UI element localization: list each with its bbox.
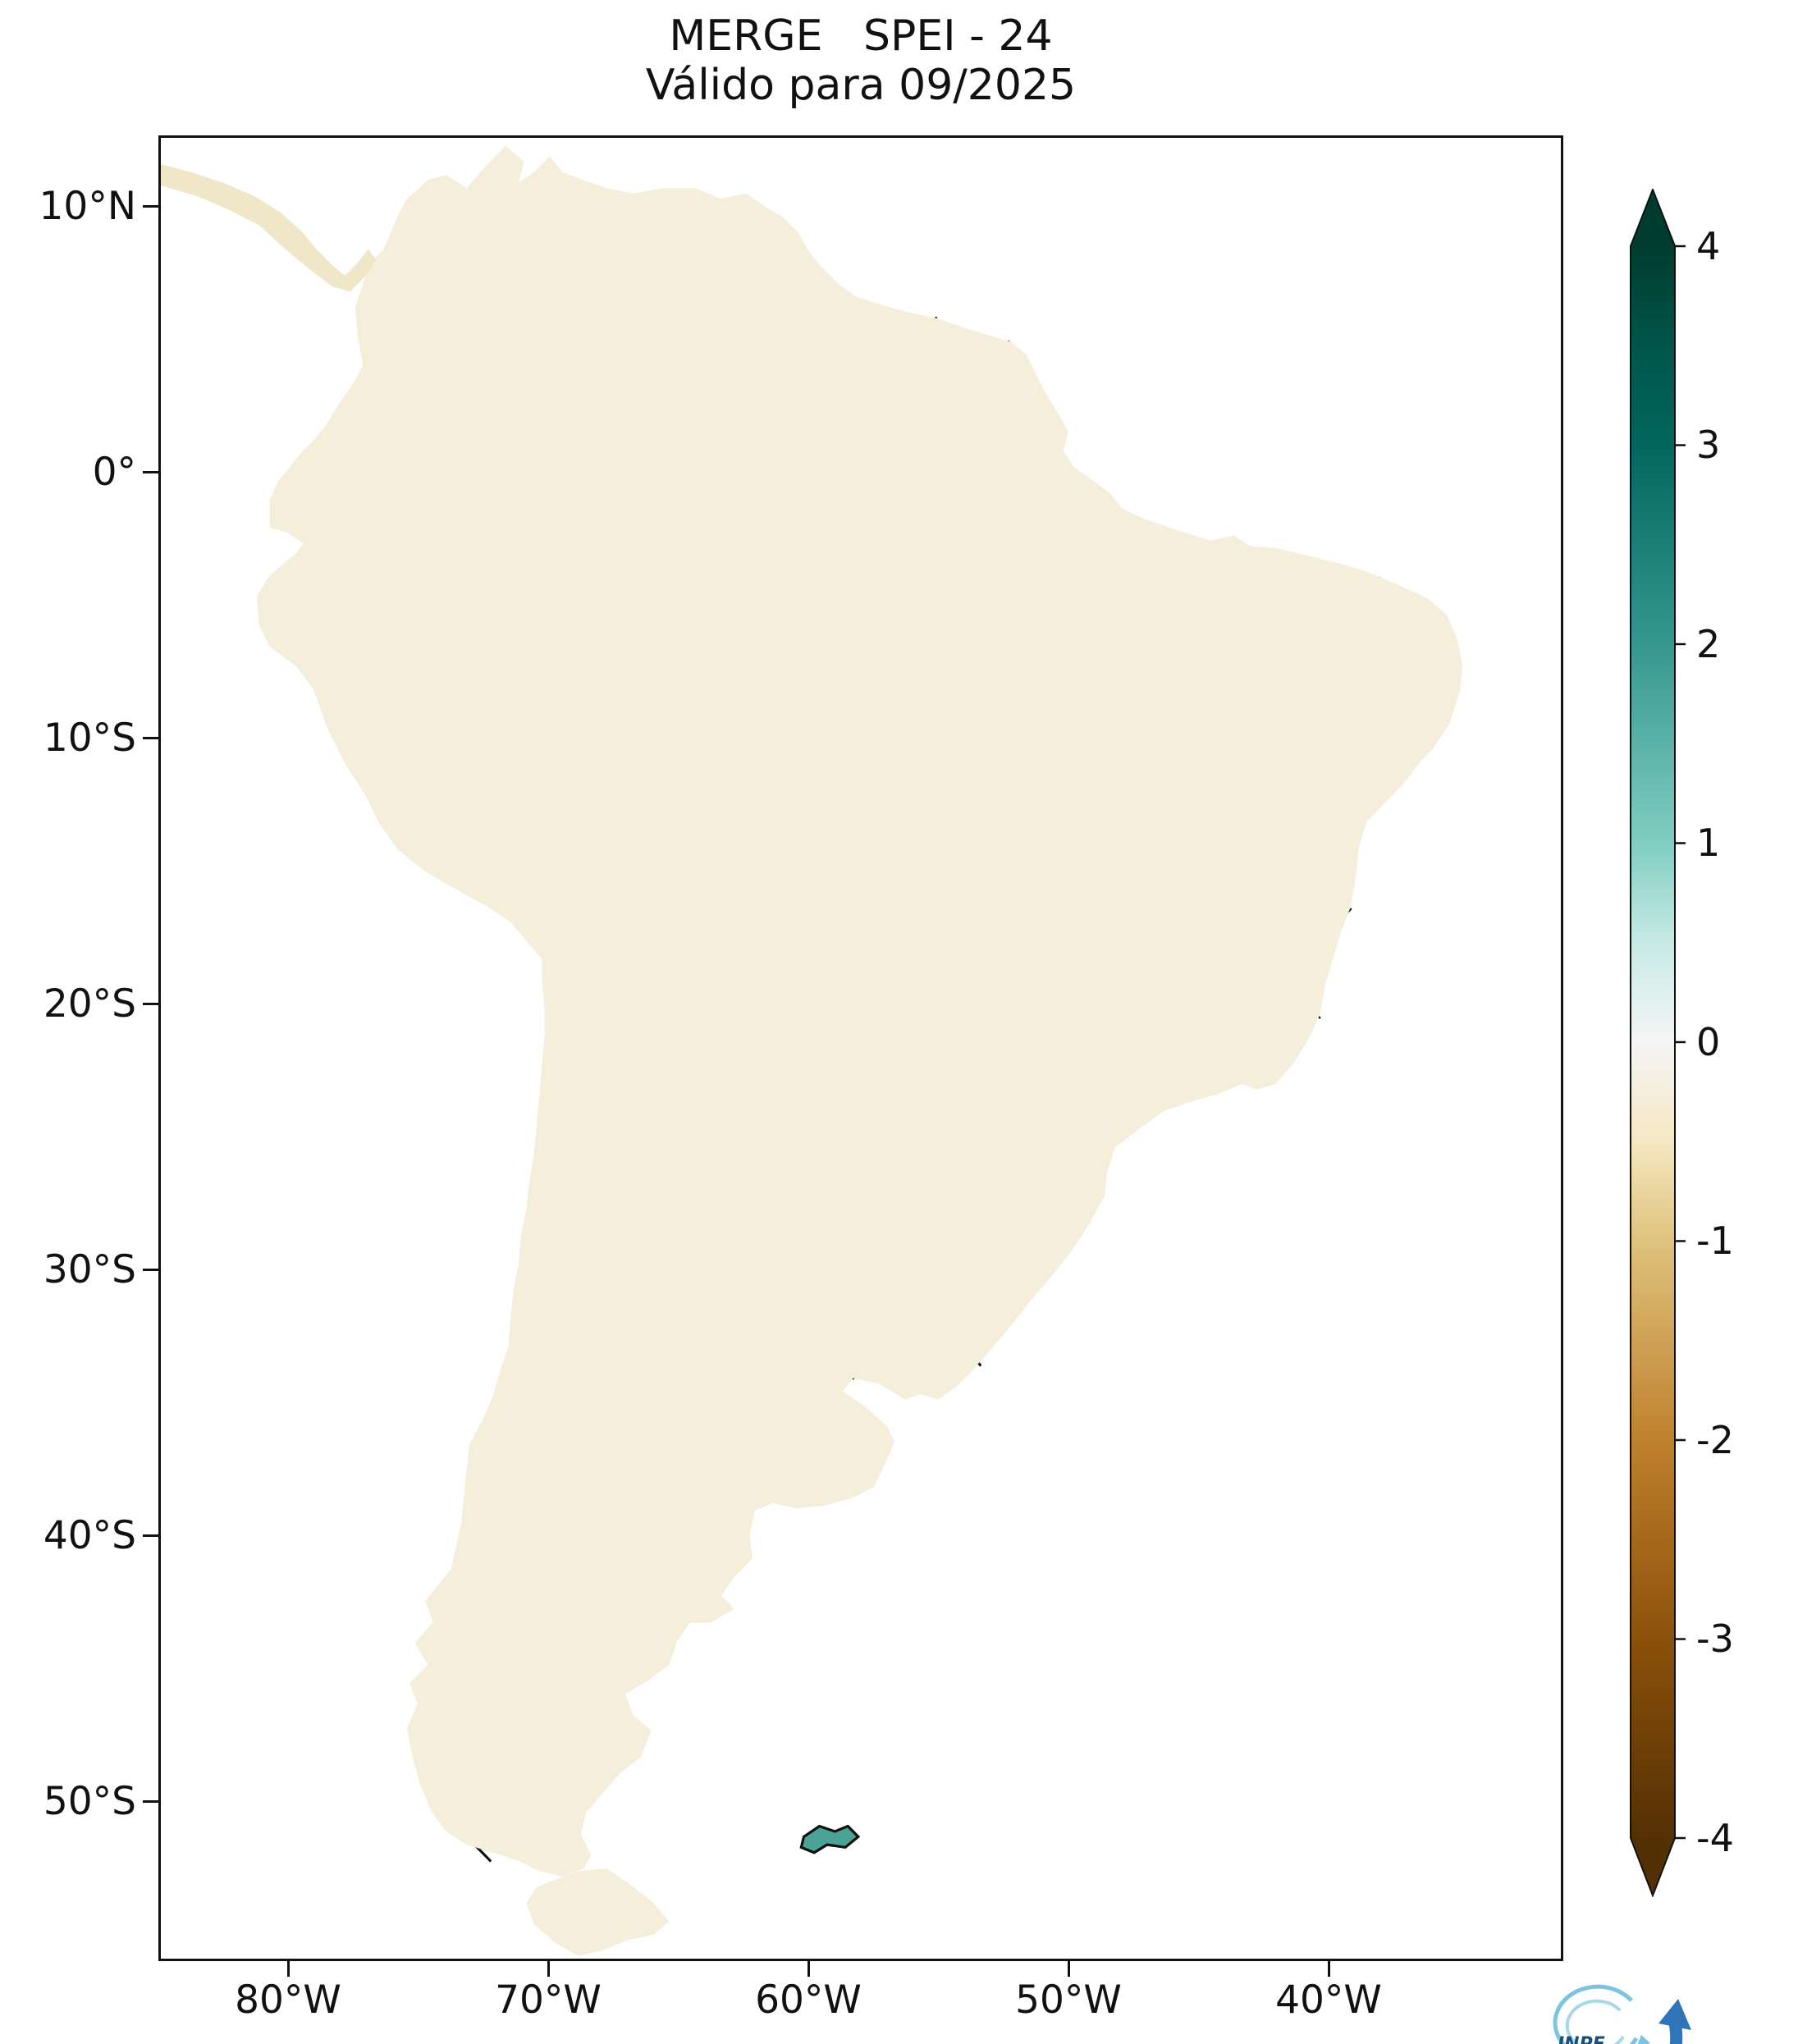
- south-america-spei-map: [161, 144, 1464, 1958]
- colorbar: [1630, 189, 1686, 1897]
- inpe-logo-text: INPE: [1558, 2034, 1605, 2044]
- y-axis-label-30s: 30°S: [43, 1247, 136, 1292]
- x-tick-mark: [287, 1961, 290, 1977]
- colorbar-tick-marks: [1675, 245, 1686, 1840]
- y-axis-label-10n: 10°N: [39, 184, 136, 229]
- x-axis-label-70w: 70°W: [495, 1978, 602, 2023]
- inpe-logo-swirl-outer: [1553, 1984, 1639, 2044]
- colorbar-label-1: 1: [1696, 821, 1721, 865]
- y-axis-label-0: 0°: [92, 450, 136, 495]
- coastline: [161, 144, 1464, 1958]
- colorbar-label-4: 4: [1696, 224, 1721, 268]
- y-tick-mark: [143, 1800, 158, 1803]
- y-axis-label-50s: 50°S: [43, 1779, 136, 1824]
- inpe-logo-blue-arrowhead: [1658, 1999, 1691, 2030]
- colorbar-label-0: 0: [1696, 1020, 1721, 1064]
- x-tick-mark: [1068, 1961, 1070, 1977]
- x-tick-mark: [807, 1961, 810, 1977]
- colorbar-label-m1: -1: [1696, 1219, 1734, 1263]
- y-axis-label-40s: 40°S: [43, 1513, 136, 1558]
- falkland-islands: [799, 1824, 861, 1854]
- colorbar-label-m2: -2: [1696, 1418, 1734, 1462]
- colorbar-extend-above: [1631, 190, 1675, 246]
- x-axis-label-40w: 40°W: [1275, 1978, 1382, 2023]
- colorbar-gradient-bar: [1631, 246, 1675, 1838]
- y-axis-label-10s: 10°S: [43, 716, 136, 761]
- x-tick-mark: [1328, 1961, 1330, 1977]
- x-tick-mark: [547, 1961, 550, 1977]
- y-tick-mark: [143, 1269, 158, 1271]
- x-axis-label-50w: 50°W: [1015, 1978, 1122, 2023]
- colorbar-label-3: 3: [1696, 423, 1721, 467]
- y-tick-mark: [143, 471, 158, 473]
- colorbar-label-m4: -4: [1696, 1816, 1734, 1860]
- colorbar-extend-below: [1631, 1838, 1675, 1895]
- y-tick-mark: [143, 1003, 158, 1005]
- y-tick-mark: [143, 737, 158, 739]
- inpe-logo-blue-arrow: [1668, 2021, 1683, 2044]
- y-tick-mark: [143, 1534, 158, 1537]
- x-axis-label-80w: 80°W: [235, 1978, 341, 2023]
- page-title: MERGE SPEI - 24: [669, 11, 1053, 61]
- y-tick-mark: [143, 205, 158, 208]
- page-subtitle: Válido para 09/2025: [645, 61, 1077, 110]
- y-axis-label-20s: 20°S: [43, 981, 136, 1027]
- inpe-logo-swirl-inner: [1565, 1999, 1625, 2044]
- colorbar-label-2: 2: [1696, 622, 1721, 666]
- colorbar-label-m3: -3: [1696, 1616, 1734, 1661]
- x-axis-label-60w: 60°W: [755, 1978, 862, 2023]
- inpe-logo-swirl-arrowhead: [1637, 2035, 1650, 2044]
- inpe-logo: INPE: [1553, 1984, 1691, 2044]
- map-plot-area: INPE: [158, 135, 1691, 2044]
